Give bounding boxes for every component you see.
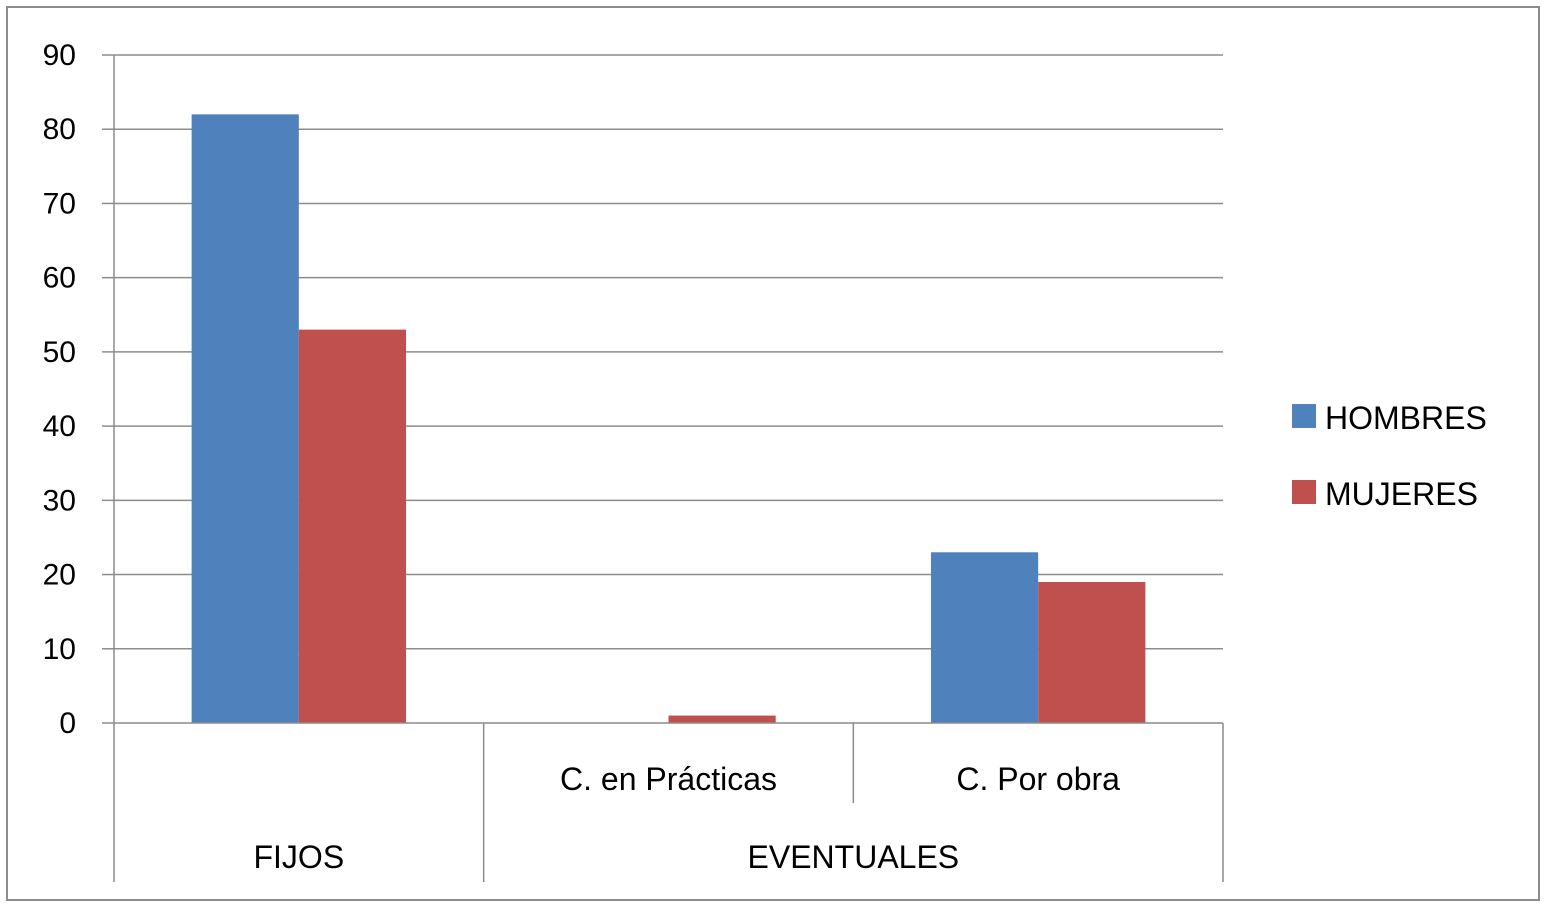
y-tick-label: 70 [43, 187, 76, 220]
y-tick-label: 60 [43, 262, 76, 295]
y-tick-label: 50 [43, 336, 76, 369]
legend-swatch-hombres [1292, 404, 1316, 428]
y-tick-label: 20 [43, 559, 76, 592]
y-tick-label: 0 [59, 707, 76, 740]
legend-label-hombres: HOMBRES [1325, 400, 1487, 436]
y-tick-label: 80 [43, 113, 76, 146]
y-tick-label: 40 [43, 410, 76, 443]
x-category-label: C. en Prácticas [560, 761, 777, 797]
x-group-label: FIJOS [253, 839, 344, 875]
axes [102, 54, 1224, 882]
x-category-labels: C. en Prácticas C. Por obra FIJOS EVENTUALE… [253, 761, 1120, 875]
bar-mujeres-1 [668, 715, 776, 723]
bar-hombres-2 [930, 552, 1039, 723]
legend-label-mujeres: MUJERES [1325, 476, 1478, 512]
bars [191, 114, 1146, 723]
bar-mujeres-2 [1038, 581, 1146, 723]
y-tick-label: 90 [43, 39, 76, 72]
legend-swatch-mujeres [1292, 480, 1316, 504]
bar-mujeres-0 [298, 329, 407, 723]
y-tick-label: 30 [43, 484, 76, 517]
y-tick-label: 10 [43, 633, 76, 666]
x-group-label: EVENTUALES [748, 839, 960, 875]
x-category-label: C. Por obra [956, 761, 1120, 797]
legend: HOMBRES MUJERES [1292, 400, 1487, 512]
y-tick-labels: 0 10 20 30 40 50 60 70 80 90 [43, 39, 76, 740]
bar-hombres-0 [191, 114, 299, 723]
